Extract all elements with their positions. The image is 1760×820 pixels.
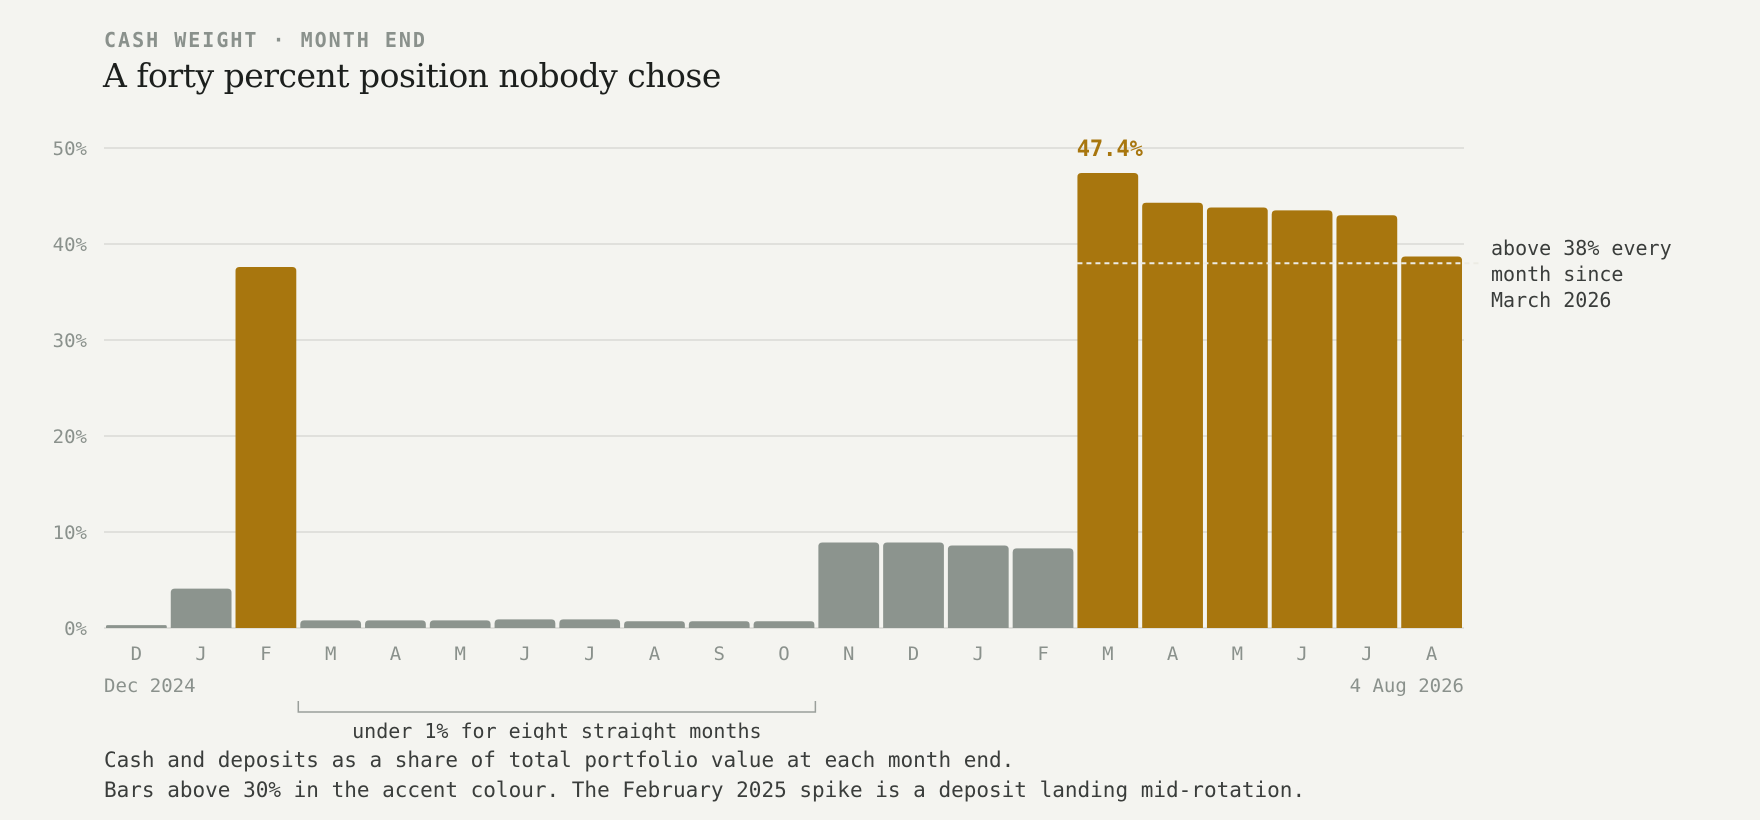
bar — [1077, 172, 1139, 628]
y-tick-label: 40% — [53, 234, 88, 256]
bar — [1336, 215, 1398, 628]
caption-line-1: Cash and deposits as a share of total po… — [104, 748, 1015, 772]
bar — [559, 619, 621, 628]
bar — [365, 620, 426, 628]
x-tick-label: M — [1232, 643, 1243, 665]
x-tick-label: F — [1037, 643, 1048, 665]
x-tick-label: N — [843, 643, 854, 665]
bar — [429, 620, 491, 628]
x-tick-label: A — [1167, 643, 1179, 665]
y-tick-label: 30% — [53, 330, 88, 352]
bracket-label: under 1% for eight straight months — [352, 719, 761, 740]
bar — [624, 621, 685, 628]
chart-kicker: CASH WEIGHT · MONTH END — [104, 28, 427, 52]
bar — [300, 620, 362, 628]
bar — [1206, 207, 1268, 628]
start-date-label: Dec 2024 — [104, 675, 196, 697]
x-tick-label: A — [390, 643, 402, 665]
bracket — [297, 701, 817, 713]
x-tick-label: F — [260, 643, 271, 665]
x-tick-label: J — [584, 643, 595, 665]
x-tick-label: J — [973, 643, 984, 665]
x-tick-label: J — [1361, 643, 1372, 665]
reference-line-label: March 2026 — [1491, 288, 1611, 312]
bar — [1142, 202, 1203, 628]
y-tick-label: 10% — [53, 522, 88, 544]
x-tick-label: M — [454, 643, 465, 665]
x-tick-label: M — [1102, 643, 1113, 665]
x-tick-label: J — [1296, 643, 1307, 665]
caption-line-2: Bars above 30% in the accent colour. The… — [104, 778, 1306, 802]
bar — [947, 545, 1009, 628]
bar — [1012, 548, 1074, 628]
bar — [494, 619, 556, 628]
bar — [1271, 210, 1333, 628]
chart-title: A forty percent position nobody chose — [103, 56, 721, 95]
bar — [235, 267, 297, 628]
reference-line-label: month since — [1491, 262, 1623, 286]
bar — [818, 542, 880, 628]
bar — [106, 625, 167, 628]
max-value-label: 47.4% — [1077, 137, 1144, 162]
x-tick-label: A — [649, 643, 661, 665]
x-tick-label: J — [519, 643, 530, 665]
axis-layer: 0% 10% 20% 30% 40% 50% D J F M A M J J A S O N D J F M A M J J A De… — [53, 138, 1464, 697]
x-tick-label: D — [908, 643, 919, 665]
x-tick-label: S — [714, 643, 725, 665]
bar — [1401, 256, 1462, 628]
bar-layer — [106, 172, 1462, 628]
bar — [883, 542, 944, 628]
y-tick-label: 50% — [53, 138, 88, 160]
x-tick-label: D — [131, 643, 142, 665]
x-tick-label: J — [195, 643, 206, 665]
x-tick-label: M — [325, 643, 336, 665]
bar — [753, 621, 815, 628]
bar — [688, 621, 750, 628]
bar — [170, 588, 232, 628]
end-date-label: 4 Aug 2026 — [1350, 675, 1464, 697]
x-tick-label: O — [778, 643, 789, 665]
x-tick-label: A — [1426, 643, 1438, 665]
y-tick-label: 20% — [53, 426, 88, 448]
reference-line-label: above 38% every — [1491, 236, 1672, 260]
y-tick-label: 0% — [64, 618, 87, 640]
